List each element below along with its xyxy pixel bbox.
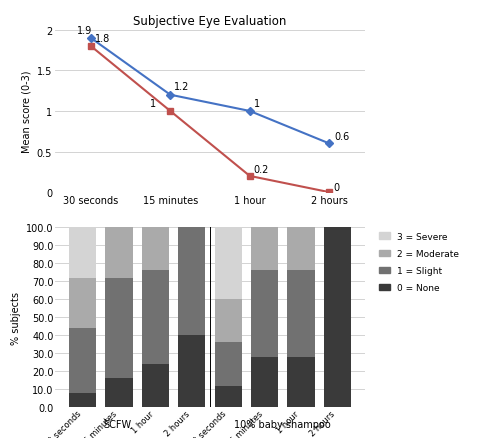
Bar bbox=[69, 228, 96, 278]
Title: Subjective Eye Evaluation: Subjective Eye Evaluation bbox=[134, 15, 286, 28]
Text: 1.8: 1.8 bbox=[94, 34, 110, 44]
Bar bbox=[142, 228, 169, 271]
Text: 10% baby shampoo: 10% baby shampoo bbox=[234, 419, 330, 429]
Bar bbox=[251, 271, 278, 357]
Bar bbox=[288, 271, 314, 357]
Bar bbox=[178, 336, 206, 407]
Text: SCFW: SCFW bbox=[103, 419, 131, 429]
Y-axis label: Mean score (0-3): Mean score (0-3) bbox=[22, 71, 32, 153]
Bar bbox=[106, 378, 132, 407]
Bar bbox=[214, 228, 242, 300]
Text: 1.9: 1.9 bbox=[76, 26, 92, 36]
Text: 1: 1 bbox=[254, 99, 260, 109]
Text: 1.2: 1.2 bbox=[174, 82, 190, 92]
Bar bbox=[214, 300, 242, 343]
Bar bbox=[69, 393, 96, 407]
Bar bbox=[69, 328, 96, 393]
SCFW bbox=[246, 109, 252, 114]
Line: 10% baby shampoo: 10% baby shampoo bbox=[88, 44, 332, 195]
Bar bbox=[106, 278, 132, 378]
Bar bbox=[251, 357, 278, 407]
Bar bbox=[69, 278, 96, 328]
Line: SCFW: SCFW bbox=[88, 36, 332, 147]
Text: 1: 1 bbox=[150, 99, 156, 109]
Bar bbox=[142, 271, 169, 364]
10% baby shampoo bbox=[168, 109, 173, 114]
Y-axis label: % subjects: % subjects bbox=[10, 291, 20, 344]
Bar bbox=[324, 228, 351, 407]
Bar bbox=[178, 228, 206, 336]
SCFW bbox=[168, 93, 173, 98]
Bar bbox=[288, 228, 314, 271]
Text: 0.6: 0.6 bbox=[334, 132, 349, 142]
Bar bbox=[214, 343, 242, 386]
Text: 0.2: 0.2 bbox=[254, 165, 269, 174]
10% baby shampoo bbox=[326, 190, 332, 195]
Bar bbox=[142, 364, 169, 407]
10% baby shampoo bbox=[246, 174, 252, 179]
Legend: SCFW, 10% baby shampoo: SCFW, 10% baby shampoo bbox=[116, 227, 304, 244]
SCFW bbox=[88, 36, 94, 41]
Bar bbox=[251, 228, 278, 271]
Legend: 3 = Severe, 2 = Moderate, 1 = Slight, 0 = None: 3 = Severe, 2 = Moderate, 1 = Slight, 0 … bbox=[379, 232, 459, 293]
SCFW bbox=[326, 141, 332, 147]
Bar bbox=[288, 357, 314, 407]
Bar bbox=[106, 228, 132, 278]
Bar bbox=[214, 386, 242, 407]
10% baby shampoo bbox=[88, 44, 94, 49]
Text: 0: 0 bbox=[333, 182, 340, 192]
